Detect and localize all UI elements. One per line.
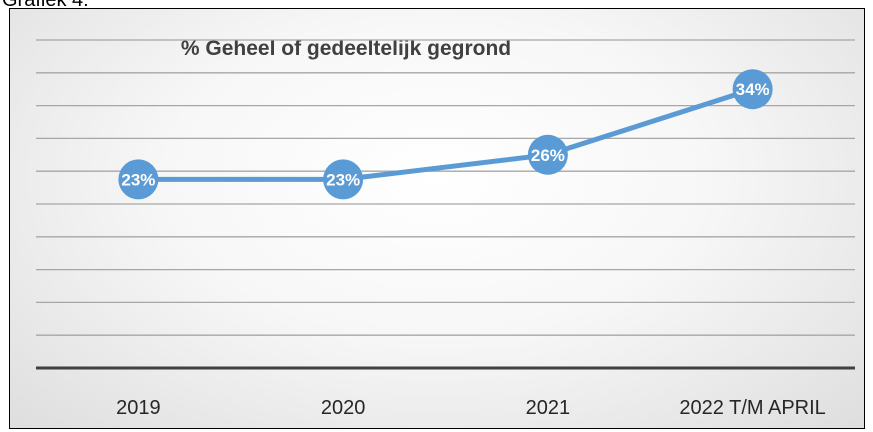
data-label: 34%	[736, 80, 770, 99]
x-tick-label: 2022 T/M APRIL	[679, 397, 825, 419]
data-point-marker	[527, 134, 568, 175]
x-tick-label: 2020	[321, 397, 366, 419]
x-tick-label: 2019	[116, 397, 161, 419]
series-line	[138, 86, 754, 182]
series-layer: 23% 23% 26% 34%	[118, 69, 773, 200]
data-label: 23%	[121, 170, 155, 189]
x-tick-label: 2021	[526, 397, 571, 419]
data-point-marker	[732, 69, 773, 110]
data-label: 23%	[326, 170, 360, 189]
gridlines	[36, 39, 855, 336]
data-point-marker	[118, 159, 159, 200]
chart-title: % Geheel of gedeeltelijk gegrond	[181, 37, 511, 60]
data-point-marker	[323, 159, 364, 200]
x-tick-labels: 2019 2020 2021 2022 T/M APRIL	[116, 397, 826, 419]
chart-frame: % Geheel of gedeeltelijk gegrond 23% 23% 2…	[9, 8, 865, 429]
page-caption: Grafiek 4:	[2, 0, 89, 11]
line-chart: % Geheel of gedeeltelijk gegrond 23% 23%2…	[36, 37, 855, 419]
data-label: 26%	[531, 146, 565, 165]
